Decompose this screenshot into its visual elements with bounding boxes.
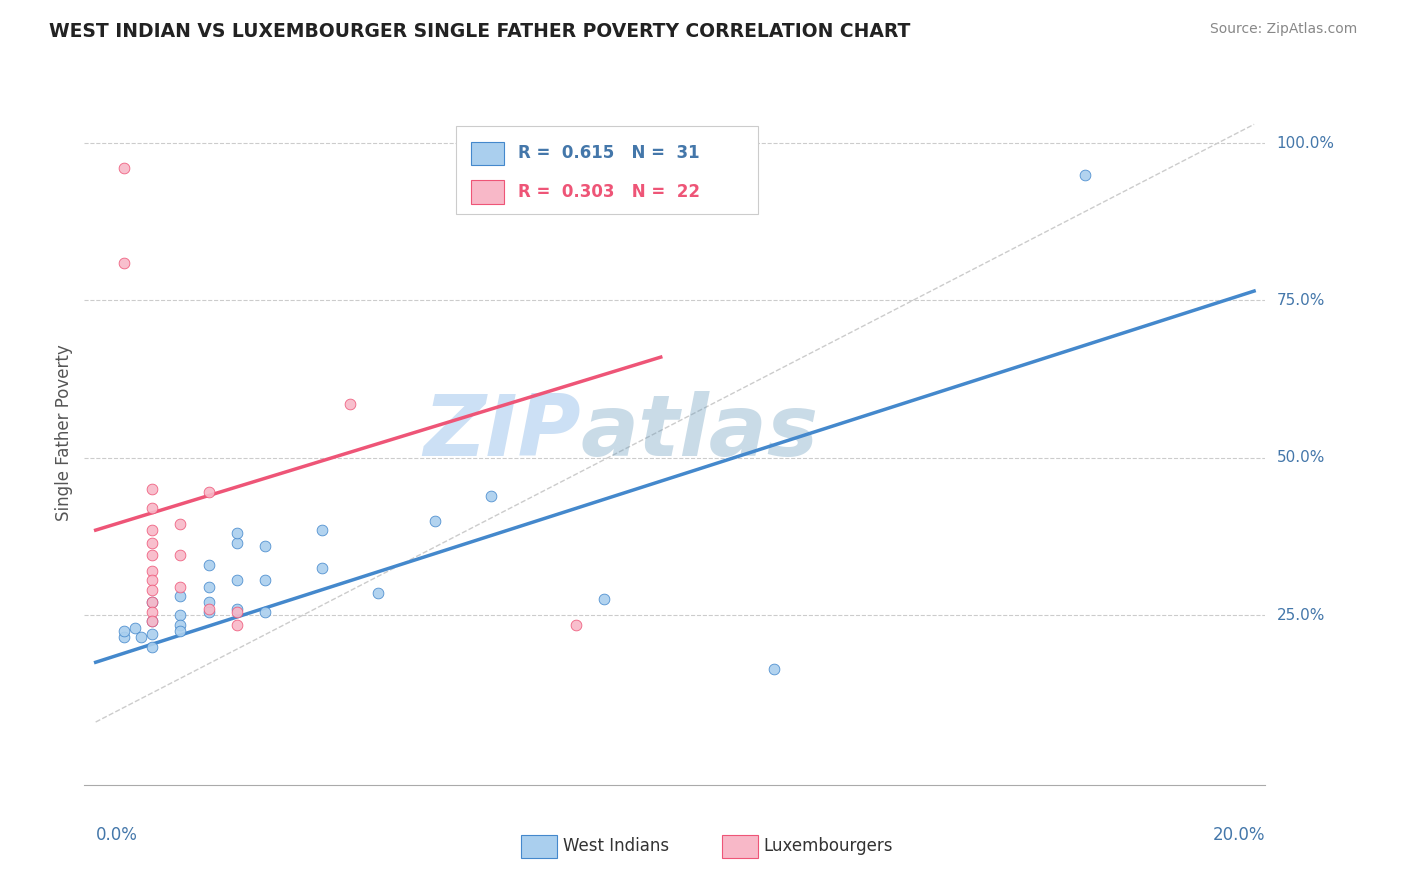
Point xyxy=(339,397,361,411)
Point xyxy=(197,485,219,500)
Point xyxy=(141,564,163,578)
Text: 20.0%: 20.0% xyxy=(1213,826,1265,844)
Bar xyxy=(471,180,503,203)
Point xyxy=(112,624,135,638)
Point xyxy=(124,621,146,635)
Point xyxy=(141,640,163,654)
Text: R =  0.615   N =  31: R = 0.615 N = 31 xyxy=(517,144,699,161)
Text: 50.0%: 50.0% xyxy=(1277,450,1324,466)
Point xyxy=(141,523,163,537)
Text: Source: ZipAtlas.com: Source: ZipAtlas.com xyxy=(1209,22,1357,37)
Point xyxy=(226,605,249,619)
Point xyxy=(479,489,502,503)
Point xyxy=(226,574,249,588)
Point xyxy=(112,161,135,176)
Text: WEST INDIAN VS LUXEMBOURGER SINGLE FATHER POVERTY CORRELATION CHART: WEST INDIAN VS LUXEMBOURGER SINGLE FATHE… xyxy=(49,22,911,41)
Text: 0.0%: 0.0% xyxy=(96,826,138,844)
Point xyxy=(1073,168,1095,182)
Point xyxy=(112,256,135,270)
Point xyxy=(169,516,191,531)
Point xyxy=(169,580,191,594)
Point xyxy=(112,630,135,644)
Point xyxy=(254,539,277,553)
Point xyxy=(169,617,191,632)
Bar xyxy=(471,142,503,165)
Point xyxy=(141,605,163,619)
Point xyxy=(367,586,389,600)
Point xyxy=(226,526,249,541)
Point xyxy=(141,627,163,641)
Point xyxy=(141,615,163,629)
Point xyxy=(169,624,191,638)
Point xyxy=(226,535,249,549)
Point xyxy=(197,595,219,609)
Text: West Indians: West Indians xyxy=(562,838,669,855)
Point xyxy=(141,595,163,609)
Bar xyxy=(522,835,557,857)
Point xyxy=(141,535,163,549)
Point xyxy=(169,608,191,623)
Text: R =  0.303   N =  22: R = 0.303 N = 22 xyxy=(517,183,700,201)
Point xyxy=(254,574,277,588)
Point xyxy=(141,574,163,588)
Text: 100.0%: 100.0% xyxy=(1277,136,1334,151)
Text: Luxembourgers: Luxembourgers xyxy=(763,838,893,855)
Point xyxy=(197,605,219,619)
Point xyxy=(311,523,333,537)
Point xyxy=(197,580,219,594)
Point xyxy=(311,561,333,575)
Point xyxy=(565,617,588,632)
Point xyxy=(169,549,191,563)
Bar xyxy=(457,126,758,214)
Text: 25.0%: 25.0% xyxy=(1277,607,1324,623)
Point xyxy=(129,630,152,644)
Point xyxy=(141,595,163,609)
Y-axis label: Single Father Poverty: Single Father Poverty xyxy=(55,344,73,521)
Point xyxy=(423,514,446,528)
Bar xyxy=(723,835,758,857)
Point xyxy=(254,605,277,619)
Point xyxy=(141,549,163,563)
Text: atlas: atlas xyxy=(581,391,818,475)
Point xyxy=(226,602,249,616)
Point xyxy=(762,662,785,676)
Point xyxy=(141,501,163,516)
Text: ZIP: ZIP xyxy=(423,391,581,475)
Text: 75.0%: 75.0% xyxy=(1277,293,1324,308)
Point xyxy=(593,592,616,607)
Point xyxy=(141,582,163,597)
Point xyxy=(226,617,249,632)
Point xyxy=(197,558,219,572)
Point xyxy=(197,602,219,616)
Point xyxy=(141,482,163,496)
Point xyxy=(141,615,163,629)
Point xyxy=(169,589,191,603)
